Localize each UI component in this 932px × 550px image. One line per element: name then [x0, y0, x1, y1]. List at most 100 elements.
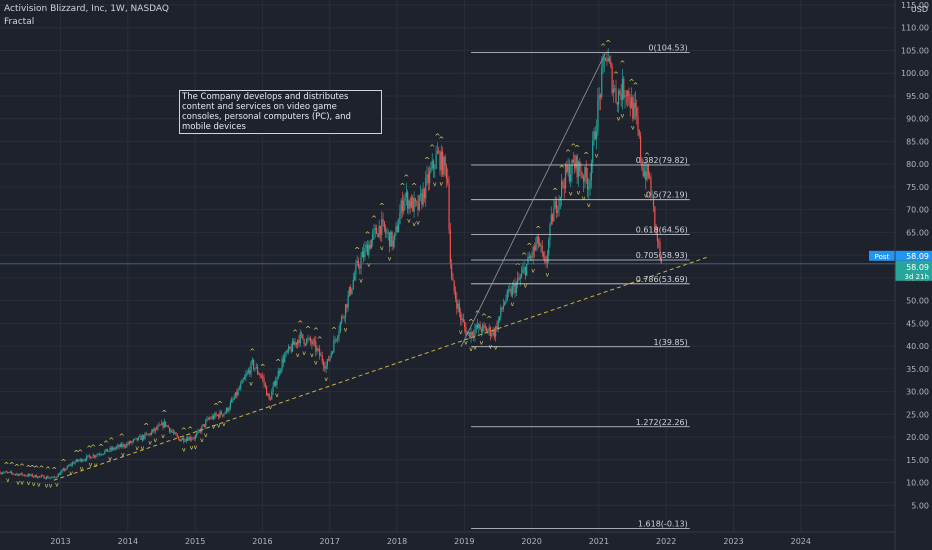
- candle-body: [225, 407, 228, 413]
- price-tick: 95.00: [906, 92, 929, 101]
- candle-body: [193, 438, 195, 440]
- candle-body: [387, 232, 389, 234]
- candle-body: [285, 351, 287, 356]
- price-tick: 10.00: [906, 479, 929, 488]
- fractal-down: v: [16, 480, 20, 487]
- fractal-down: v: [324, 376, 328, 383]
- candle-body: [315, 341, 317, 352]
- candle-body: [165, 421, 167, 427]
- candle-body: [505, 299, 507, 303]
- candle-body: [658, 240, 660, 243]
- candle-body: [189, 437, 191, 440]
- candle-body: [636, 107, 638, 117]
- candle-body: [628, 91, 630, 102]
- candle-body: [615, 88, 617, 103]
- candle-body: [192, 438, 194, 440]
- candle-body: [92, 455, 94, 458]
- candle-body: [304, 344, 307, 345]
- fractal-up: ^: [313, 327, 319, 335]
- fractal-down: v: [367, 261, 371, 268]
- candle-body: [293, 341, 295, 345]
- candle-body: [495, 326, 497, 337]
- fractal-up: ^: [535, 225, 541, 233]
- candle-body: [463, 321, 466, 327]
- candle-body: [43, 475, 45, 479]
- candle-body: [161, 422, 163, 426]
- bar-countdown: 3d 21h: [905, 273, 929, 281]
- fib-anchor-line: [460, 52, 606, 347]
- candle-body: [250, 362, 252, 374]
- fractal-up: ^: [33, 465, 39, 473]
- candle-body: [185, 438, 187, 441]
- candle-body: [624, 95, 626, 98]
- candle-body: [302, 334, 304, 340]
- candle-body: [541, 245, 543, 253]
- candle-body: [408, 200, 410, 209]
- candle-body: [188, 437, 190, 441]
- fractal-down: v: [473, 345, 477, 352]
- candle-body: [104, 450, 106, 454]
- candle-body: [101, 454, 103, 456]
- candle-body: [546, 255, 549, 264]
- year-tick: 2021: [589, 537, 609, 546]
- fractal-up: ^: [403, 174, 409, 182]
- candle-body: [308, 337, 310, 339]
- candle-body: [8, 472, 10, 473]
- candle-body: [524, 267, 527, 276]
- candle-body: [554, 201, 556, 209]
- candle-body: [646, 164, 648, 180]
- fractal-down: v: [546, 272, 550, 279]
- candle-body: [572, 159, 574, 163]
- candle-body: [599, 94, 602, 98]
- candle-body: [12, 473, 14, 475]
- price-tick: 40.00: [906, 342, 929, 351]
- candle-body: [656, 228, 659, 241]
- year-tick: 2017: [320, 537, 340, 546]
- candle-body: [361, 251, 363, 258]
- candle-body: [97, 454, 99, 456]
- candle-body: [558, 199, 560, 210]
- candle-body: [346, 304, 348, 308]
- candle-body: [353, 275, 356, 280]
- candle-body: [583, 176, 585, 182]
- fractal-up: ^: [411, 182, 417, 190]
- candle-body: [168, 427, 171, 432]
- fractal-up: ^: [429, 144, 435, 152]
- fractal-down: v: [440, 180, 444, 187]
- candle-body: [61, 470, 63, 472]
- fractal-down: v: [464, 339, 468, 346]
- candle-body: [610, 61, 612, 67]
- candle-body: [201, 426, 203, 432]
- candle-body: [651, 194, 653, 196]
- candle-body: [137, 436, 140, 441]
- candle-body: [298, 340, 300, 344]
- candle-body: [131, 441, 133, 443]
- fractal-up: ^: [292, 329, 298, 337]
- candle-body: [295, 342, 297, 345]
- candle-body: [383, 221, 385, 230]
- candle-body: [196, 433, 198, 436]
- candle-body: [26, 475, 28, 477]
- fractal-up: ^: [9, 461, 15, 469]
- price-tick: 70.00: [906, 206, 929, 215]
- candle-body: [364, 248, 366, 258]
- candle-body: [602, 58, 604, 68]
- candle-body: [396, 226, 398, 232]
- price-tick: 5.00: [911, 501, 929, 510]
- year-tick: 2023: [723, 537, 743, 546]
- candle-body: [350, 287, 352, 294]
- fractal-up: ^: [605, 39, 611, 47]
- candle-body: [489, 327, 492, 336]
- candle-body: [438, 151, 440, 153]
- candle-body: [579, 161, 581, 172]
- candle-body: [634, 102, 637, 108]
- candle-body: [57, 473, 59, 477]
- candle-body: [617, 90, 620, 105]
- candle-body: [659, 242, 661, 256]
- fib-level-label: 1(39.85): [654, 338, 688, 347]
- fractal-down: v: [459, 329, 463, 336]
- candle-body: [48, 477, 50, 479]
- candle-body: [69, 464, 71, 466]
- fractal-down: v: [569, 190, 573, 197]
